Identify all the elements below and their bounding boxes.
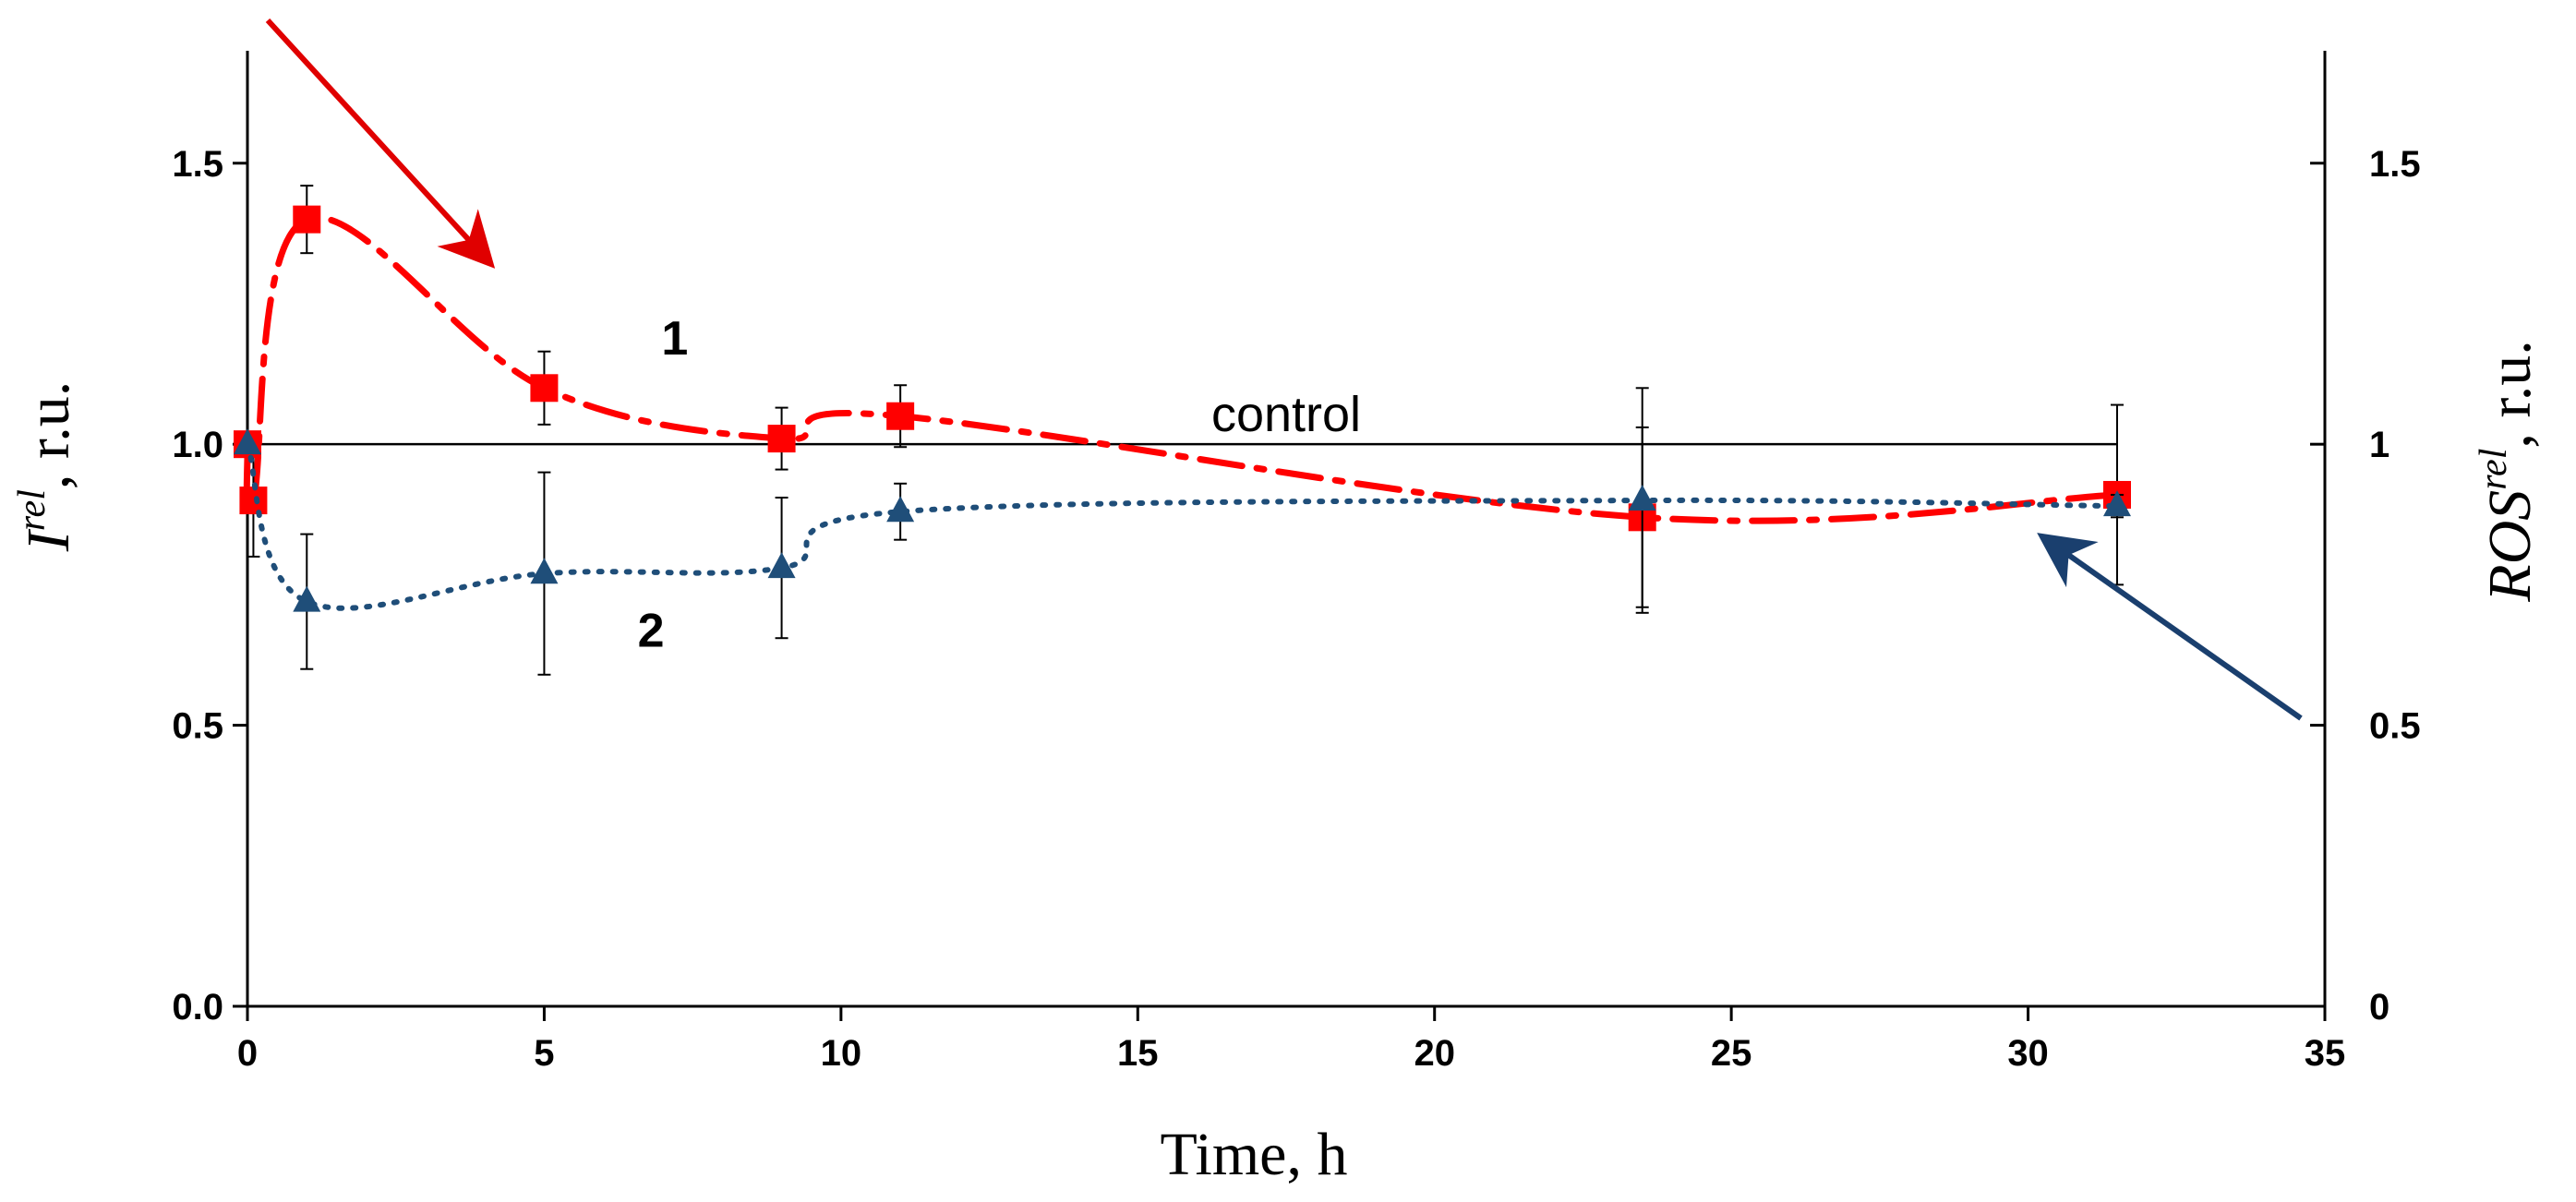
- y-right-tick-label: 1: [2369, 425, 2389, 465]
- y-left-tick-label: 0.0: [172, 987, 223, 1028]
- y-left-title-sup: rel: [11, 489, 54, 531]
- y-right-title-sup: rel: [2473, 449, 2515, 490]
- y-left-tick-label: 1.0: [172, 425, 223, 465]
- y-right-tick-label: 0.5: [2369, 706, 2421, 747]
- y-right-title-unit: , r.u.: [2476, 340, 2544, 448]
- axes: [246, 51, 2327, 1008]
- x-tick-label: 35: [2305, 1033, 2346, 1074]
- y-left-axis-title: Irel, r.u.: [11, 381, 82, 552]
- x-tick-label: 15: [1117, 1033, 1159, 1074]
- blue-arrow: [2037, 533, 2303, 721]
- y-right-title-main: ROS: [2476, 490, 2544, 603]
- control-label: control: [1211, 387, 1361, 442]
- y-left-tick-label: 0.5: [172, 706, 223, 747]
- x-tick-label: 5: [534, 1033, 554, 1074]
- series-2-point: [1628, 485, 1656, 511]
- series-2-label: 2: [638, 604, 665, 657]
- x-tick-label: 10: [821, 1033, 862, 1074]
- series-1-point: [886, 402, 915, 430]
- x-tick-label: 0: [237, 1033, 258, 1074]
- ticks: 0 5 10 15 20 25 30 35 0.0 0.5 1.0 1.5 0 0.5 1 1.5: [172, 144, 2420, 1074]
- y-left-title-main: I: [15, 528, 82, 552]
- series-1-label: 1: [661, 312, 688, 366]
- series-1-point: [530, 374, 559, 403]
- series-layer: [234, 185, 2131, 676]
- red-arrow: [265, 18, 496, 269]
- y-right-tick-label: 1.5: [2369, 144, 2421, 185]
- series-1-point: [239, 487, 268, 515]
- y-right-tick-label: 0: [2369, 987, 2389, 1028]
- series-1: [234, 185, 2131, 608]
- series-2-point: [293, 585, 321, 612]
- x-tick-label: 20: [1414, 1033, 1455, 1074]
- series-1-line: [243, 214, 2121, 524]
- series-2-point: [767, 552, 796, 579]
- series-2-line: [245, 441, 2120, 611]
- series-1-point: [293, 205, 321, 234]
- series-2-point: [234, 428, 261, 455]
- series-2-point: [2103, 490, 2131, 517]
- x-tick-label: 25: [1711, 1033, 1752, 1074]
- x-tick-label: 30: [2007, 1033, 2049, 1074]
- series-2-point: [886, 496, 915, 523]
- x-axis-title: Time, h: [1161, 1121, 1348, 1188]
- series-2-point: [530, 558, 559, 584]
- y-right-axis-title: ROSrel, r.u.: [2473, 340, 2544, 602]
- series-1-point: [767, 425, 796, 453]
- y-left-title-unit: , r.u.: [15, 381, 82, 489]
- series-2: [234, 387, 2131, 676]
- y-left-tick-label: 1.5: [172, 144, 223, 185]
